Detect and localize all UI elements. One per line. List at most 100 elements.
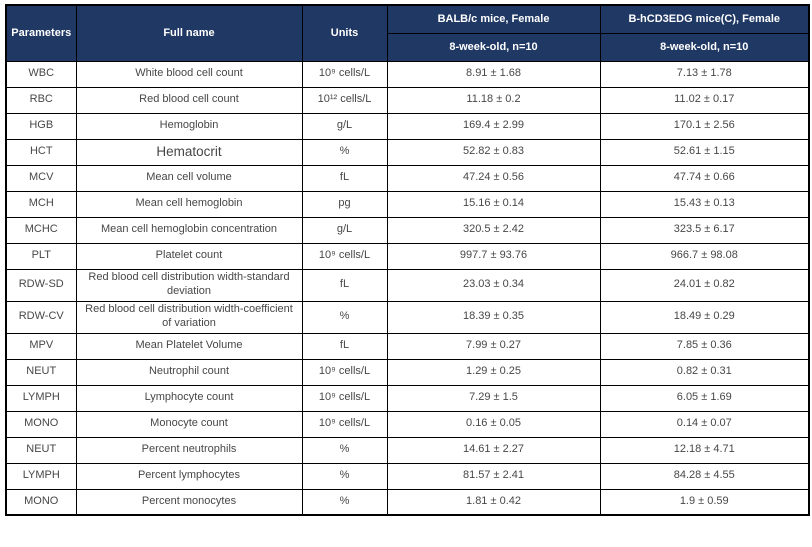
full-name-cell: Mean cell hemoglobin xyxy=(75,190,303,218)
param-cell: MONO xyxy=(5,410,77,438)
value-cell-bhcd3edg: 15.43 ± 0.13 xyxy=(599,190,810,218)
value-cell-bhcd3edg: 323.5 ± 6.17 xyxy=(599,216,810,244)
value-cell-balbc: 52.82 ± 0.83 xyxy=(386,138,601,166)
page: Parameters Full name Units BALB/c mice, … xyxy=(5,4,810,516)
units-cell: % xyxy=(301,436,388,464)
value-cell-bhcd3edg: 24.01 ± 0.82 xyxy=(599,268,810,302)
table-row-wbc: WBC White blood cell count 10⁹ cells/L 8… xyxy=(5,60,810,88)
value-cell-balbc: 47.24 ± 0.56 xyxy=(386,164,601,192)
value-cell-balbc: 15.16 ± 0.14 xyxy=(386,190,601,218)
table-row-hgb: HGB Hemoglobin g/L 169.4 ± 2.99 170.1 ± … xyxy=(5,112,810,140)
header-full-name: Full name xyxy=(75,4,303,62)
value-cell-bhcd3edg: 966.7 ± 98.08 xyxy=(599,242,810,270)
table-row-plt: PLT Platelet count 10⁹ cells/L 997.7 ± 9… xyxy=(5,242,810,270)
units-cell: 10⁹ cells/L xyxy=(301,384,388,412)
value-cell-balbc: 169.4 ± 2.99 xyxy=(386,112,601,140)
full-name-cell: Red blood cell distribution width-coeffi… xyxy=(75,300,303,334)
header-group-bhcd3edg-subtitle: 8-week-old, n=10 xyxy=(599,32,810,62)
hematology-table: Parameters Full name Units BALB/c mice, … xyxy=(5,4,810,516)
table-row-mpv: MPV Mean Platelet Volume fL 7.99 ± 0.27 … xyxy=(5,332,810,360)
param-cell: NEUT xyxy=(5,436,77,464)
value-cell-balbc: 320.5 ± 2.42 xyxy=(386,216,601,244)
param-cell: LYMPH xyxy=(5,384,77,412)
value-cell-balbc: 0.16 ± 0.05 xyxy=(386,410,601,438)
units-cell: fL xyxy=(301,268,388,302)
units-cell: g/L xyxy=(301,112,388,140)
table-row-mch: MCH Mean cell hemoglobin pg 15.16 ± 0.14… xyxy=(5,190,810,218)
units-cell: g/L xyxy=(301,216,388,244)
param-cell: MCV xyxy=(5,164,77,192)
units-cell: % xyxy=(301,462,388,490)
units-cell: fL xyxy=(301,164,388,192)
value-cell-balbc: 81.57 ± 2.41 xyxy=(386,462,601,490)
param-cell: MONO xyxy=(5,488,77,516)
value-cell-bhcd3edg: 18.49 ± 0.29 xyxy=(599,300,810,334)
full-name-cell: Mean cell hemoglobin concentration xyxy=(75,216,303,244)
value-cell-bhcd3edg: 0.82 ± 0.31 xyxy=(599,358,810,386)
header-row-2: 8-week-old, n=10 8-week-old, n=10 xyxy=(6,32,810,62)
units-cell: 10⁹ cells/L xyxy=(301,358,388,386)
full-name-cell: Red blood cell distribution width-standa… xyxy=(75,268,303,302)
value-cell-bhcd3edg: 170.1 ± 2.56 xyxy=(599,112,810,140)
param-cell: HCT xyxy=(5,138,77,166)
header-units: Units xyxy=(301,4,388,62)
value-cell-bhcd3edg: 52.61 ± 1.15 xyxy=(599,138,810,166)
units-cell: % xyxy=(301,488,388,516)
units-cell: % xyxy=(301,300,388,334)
value-cell-balbc: 7.29 ± 1.5 xyxy=(386,384,601,412)
value-cell-balbc: 23.03 ± 0.34 xyxy=(386,268,601,302)
param-cell: RDW-SD xyxy=(5,268,77,302)
table-row-rdw-cv: RDW-CV Red blood cell distribution width… xyxy=(5,300,810,334)
value-cell-bhcd3edg: 11.02 ± 0.17 xyxy=(599,86,810,114)
param-cell: MCHC xyxy=(5,216,77,244)
full-name-cell: Lymphocyte count xyxy=(75,384,303,412)
value-cell-bhcd3edg: 12.18 ± 4.71 xyxy=(599,436,810,464)
value-cell-balbc: 11.18 ± 0.2 xyxy=(386,86,601,114)
header-group-balbc-subtitle: 8-week-old, n=10 xyxy=(386,32,601,62)
table-row-rbc: RBC Red blood cell count 10¹² cells/L 11… xyxy=(5,86,810,114)
param-cell: LYMPH xyxy=(5,462,77,490)
units-cell: 10⁹ cells/L xyxy=(301,242,388,270)
param-cell: PLT xyxy=(5,242,77,270)
param-cell: HGB xyxy=(5,112,77,140)
table-header: Parameters Full name Units BALB/c mice, … xyxy=(5,4,810,62)
full-name-cell: Hemoglobin xyxy=(75,112,303,140)
param-cell: NEUT xyxy=(5,358,77,386)
table-row-lymph-pct: LYMPH Percent lymphocytes % 81.57 ± 2.41… xyxy=(5,462,810,490)
value-cell-bhcd3edg: 6.05 ± 1.69 xyxy=(599,384,810,412)
table-row-mcv: MCV Mean cell volume fL 47.24 ± 0.56 47.… xyxy=(5,164,810,192)
table-row-lymph-count: LYMPH Lymphocyte count 10⁹ cells/L 7.29 … xyxy=(5,384,810,412)
table-row-hct: HCT Hematocrit % 52.82 ± 0.83 52.61 ± 1.… xyxy=(5,138,810,166)
value-cell-balbc: 997.7 ± 93.76 xyxy=(386,242,601,270)
units-cell: % xyxy=(301,138,388,166)
param-cell: WBC xyxy=(5,60,77,88)
table-row-mono-count: MONO Monocyte count 10⁹ cells/L 0.16 ± 0… xyxy=(5,410,810,438)
table-row-neut-pct: NEUT Percent neutrophils % 14.61 ± 2.27 … xyxy=(5,436,810,464)
table-row-neut-count: NEUT Neutrophil count 10⁹ cells/L 1.29 ±… xyxy=(5,358,810,386)
value-cell-balbc: 1.29 ± 0.25 xyxy=(386,358,601,386)
param-cell: MCH xyxy=(5,190,77,218)
value-cell-bhcd3edg: 1.9 ± 0.59 xyxy=(599,488,810,516)
value-cell-bhcd3edg: 84.28 ± 4.55 xyxy=(599,462,810,490)
value-cell-balbc: 14.61 ± 2.27 xyxy=(386,436,601,464)
units-cell: 10⁹ cells/L xyxy=(301,410,388,438)
full-name-cell: Percent lymphocytes xyxy=(75,462,303,490)
full-name-cell: Neutrophil count xyxy=(75,358,303,386)
full-name-cell: White blood cell count xyxy=(75,60,303,88)
full-name-cell: Hematocrit xyxy=(75,138,303,166)
value-cell-bhcd3edg: 0.14 ± 0.07 xyxy=(599,410,810,438)
full-name-cell: Mean cell volume xyxy=(75,164,303,192)
value-cell-bhcd3edg: 47.74 ± 0.66 xyxy=(599,164,810,192)
table-row-mchc: MCHC Mean cell hemoglobin concentration … xyxy=(5,216,810,244)
param-cell: RBC xyxy=(5,86,77,114)
value-cell-balbc: 8.91 ± 1.68 xyxy=(386,60,601,88)
header-group-bhcd3edg-title: B-hCD3EDG mice(C), Female xyxy=(599,4,810,34)
param-cell: MPV xyxy=(5,332,77,360)
units-cell: pg xyxy=(301,190,388,218)
value-cell-balbc: 7.99 ± 0.27 xyxy=(386,332,601,360)
table-body: WBC White blood cell count 10⁹ cells/L 8… xyxy=(5,60,810,516)
value-cell-balbc: 1.81 ± 0.42 xyxy=(386,488,601,516)
param-cell: RDW-CV xyxy=(5,300,77,334)
value-cell-balbc: 18.39 ± 0.35 xyxy=(386,300,601,334)
full-name-cell: Mean Platelet Volume xyxy=(75,332,303,360)
